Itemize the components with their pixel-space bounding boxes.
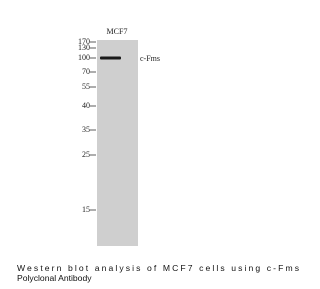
caption-line: Polyclonal Antibody [17, 273, 92, 283]
page: {"lane_label": "MCF7", "band_label": "c-… [0, 0, 305, 289]
marker-label: 35 [82, 125, 90, 134]
marker-label: 15 [82, 205, 90, 214]
marker-label: 130 [78, 43, 90, 52]
blot-band [100, 57, 121, 60]
band-label: c-Fms [140, 54, 160, 63]
blot-lane [97, 40, 138, 246]
marker-label: 100 [78, 53, 90, 62]
lane-label: MCF7 [107, 27, 128, 36]
marker-label: 40 [82, 101, 90, 110]
marker-label: 70 [82, 67, 90, 76]
marker-label: 25 [82, 150, 90, 159]
marker-label: 55 [82, 82, 90, 91]
caption-line: Western blot analysis of MCF7 cells usin… [17, 263, 299, 273]
